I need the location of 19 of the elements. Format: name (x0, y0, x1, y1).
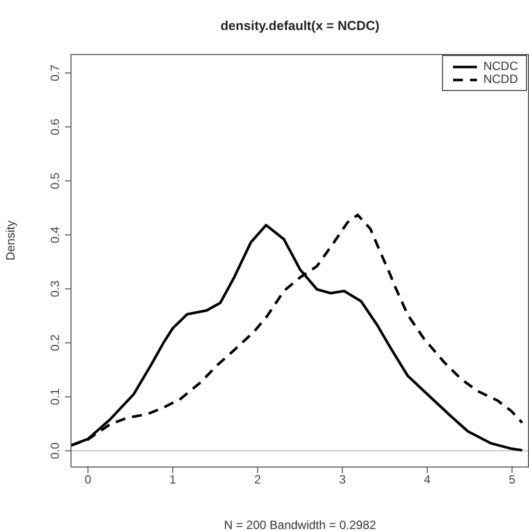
x-tick-label: 2 (254, 472, 262, 487)
x-axis-title: N = 200 Bandwidth = 0.2982 (224, 518, 376, 531)
y-tick-label: 0.0 (48, 442, 62, 460)
y-axis-title: Density (3, 220, 18, 260)
x-tick-label: 1 (169, 472, 176, 487)
x-tick-label: 5 (508, 472, 516, 487)
legend-label: NCDD (483, 72, 518, 86)
chart-title: density.default(x = NCDC) (219, 18, 381, 33)
y-tick-label: 0.4 (48, 226, 62, 244)
y-tick-label: 0.2 (48, 334, 62, 352)
x-tick-label: 0 (84, 472, 92, 487)
x-tick-label: 3 (339, 472, 346, 487)
y-tick-label: 0.1 (48, 388, 62, 406)
y-tick-label: 0.5 (48, 172, 62, 190)
y-tick-label: 0.6 (48, 118, 62, 136)
x-tick-label: 4 (424, 472, 431, 487)
y-tick-label: 0.7 (48, 64, 62, 82)
legend-label: NCDC (483, 59, 518, 73)
y-tick-label: 0.3 (48, 280, 62, 298)
